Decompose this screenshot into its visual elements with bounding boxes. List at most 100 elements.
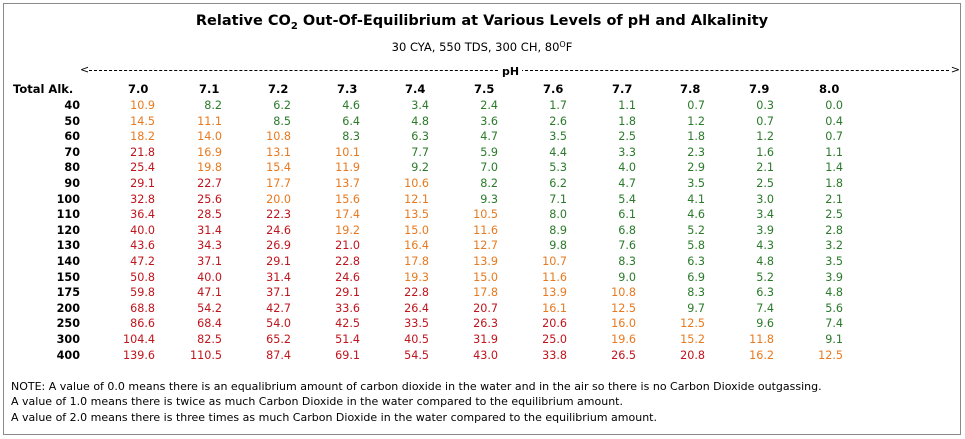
table-cell: 22.7: [197, 176, 222, 190]
ph-column-header: 7.9: [749, 82, 770, 96]
table-cell: 1.2: [687, 114, 705, 128]
table-cell: 1.8: [618, 114, 636, 128]
table-cell: 2.5: [756, 176, 774, 190]
table-cell: 6.8: [618, 223, 636, 237]
arrow-right-icon: >: [950, 63, 960, 76]
table-cell: 50.8: [130, 270, 155, 284]
table-cell: 17.8: [473, 286, 498, 300]
ph-axis-arrow: < >: [4, 64, 960, 78]
table-row: 300 104.4 82.5 65.2 51.4 40.5 31.9 25.0 19.6 15.2…: [4, 332, 960, 348]
table-cell: 0.0: [825, 99, 843, 112]
table-cell: 9.3: [480, 192, 498, 206]
subtitle-degree: O: [559, 40, 566, 49]
table-cell: 47.1: [197, 286, 222, 300]
table-cell: 9.8: [549, 239, 567, 253]
table-cell: 2.3: [687, 145, 705, 159]
table-cell: 19.3: [404, 270, 429, 284]
chart-frame: Relative CO2 Out-Of-Equilibrium at Vario…: [3, 3, 961, 435]
table-cell: 3.9: [756, 223, 774, 237]
ph-column-header: 7.0: [128, 82, 149, 96]
table-row: 100 32.8 25.6 20.0 15.6 12.1 9.3 7.1 5.4 4.1 3.0 2.…: [4, 192, 960, 208]
table-cell: 10.5: [473, 208, 498, 222]
table-cell: 37.1: [197, 254, 222, 268]
table-cell: 4.8: [825, 286, 843, 300]
table-cell: 6.4: [342, 114, 360, 128]
table-cell: 1.2: [756, 130, 774, 144]
table-body: 40 10.9 8.2 6.2 4.6 3.4 2.4 1.7 1.1 0.7 0.3 0.0 50 14…: [4, 98, 960, 363]
table-cell: 10.9: [130, 99, 155, 112]
table-cell: 9.0: [618, 270, 636, 284]
table-cell: 11.6: [473, 223, 498, 237]
table-cell: 5.2: [756, 270, 774, 284]
table-cell: 87.4: [266, 348, 291, 362]
alkalinity-label: 150: [56, 270, 80, 284]
table-cell: 2.5: [825, 208, 843, 222]
table-header: Total Alk. 7.0 7.1 7.2 7.3 7.4 7.5 7.6 7…: [4, 82, 960, 98]
table-cell: 13.1: [266, 145, 291, 159]
table-cell: 1.4: [825, 161, 843, 175]
table-cell: 21.8: [130, 145, 155, 159]
table-cell: 54.0: [266, 317, 291, 331]
alkalinity-label: 200: [56, 301, 80, 315]
table-cell: 6.3: [756, 286, 774, 300]
table-cell: 110.5: [189, 348, 222, 362]
table-cell: 8.9: [549, 223, 567, 237]
table-cell: 6.9: [687, 270, 705, 284]
table-cell: 29.1: [130, 176, 155, 190]
table-row: 40 10.9 8.2 6.2 4.6 3.4 2.4 1.7 1.1 0.7 0.3 0.0: [4, 98, 960, 114]
table-cell: 6.2: [273, 99, 291, 112]
alkalinity-label: 50: [64, 114, 80, 128]
ph-column-header: 7.7: [612, 82, 633, 96]
table-cell: 7.1: [549, 192, 567, 206]
table-cell: 0.7: [756, 114, 774, 128]
title-suffix: Out-Of-Equilibrium at Various Levels of …: [297, 13, 769, 29]
table-cell: 22.8: [404, 286, 429, 300]
table-cell: 12.5: [818, 348, 843, 362]
table-cell: 21.0: [335, 239, 360, 253]
table-row: 140 47.2 37.1 29.1 22.8 17.8 13.9 10.7 8.3 6.3 4.8…: [4, 254, 960, 270]
table-cell: 42.5: [335, 317, 360, 331]
table-row: 50 14.5 11.1 8.5 6.4 4.8 3.6 2.6 1.8 1.2 0.7 0.4: [4, 114, 960, 130]
table-cell: 3.9: [825, 270, 843, 284]
note-line: A value of 2.0 means there is three time…: [11, 410, 657, 424]
table-cell: 68.4: [197, 317, 222, 331]
ph-column-header: 7.1: [199, 82, 220, 96]
table-cell: 0.4: [825, 114, 843, 128]
table-cell: 25.0: [542, 332, 567, 346]
ph-column-header: 8.0: [819, 82, 840, 96]
alkalinity-label: 40: [64, 99, 80, 112]
table-cell: 3.6: [480, 114, 498, 128]
row-header-label: Total Alk.: [13, 82, 74, 96]
table-cell: 54.2: [197, 301, 222, 315]
table-cell: 9.1: [825, 332, 843, 346]
table-cell: 40.0: [197, 270, 222, 284]
table-cell: 16.9: [197, 145, 222, 159]
table-cell: 15.0: [404, 223, 429, 237]
table-cell: 4.3: [756, 239, 774, 253]
table-cell: 1.8: [687, 130, 705, 144]
page-title: Relative CO2 Out-Of-Equilibrium at Vario…: [4, 13, 960, 32]
table-cell: 33.6: [335, 301, 360, 315]
table-row: 80 25.4 19.8 15.4 11.9 9.2 7.0 5.3 4.0 2.9 2.1 1.4: [4, 160, 960, 176]
table-cell: 11.8: [749, 332, 774, 346]
alkalinity-label: 110: [56, 208, 80, 222]
table-cell: 13.9: [542, 286, 567, 300]
ph-column-header: 7.4: [405, 82, 426, 96]
table-cell: 47.2: [130, 254, 155, 268]
table-cell: 8.0: [549, 208, 567, 222]
alkalinity-label: 250: [56, 317, 80, 331]
table-cell: 86.6: [130, 317, 155, 331]
table-row: 110 36.4 28.5 22.3 17.4 13.5 10.5 8.0 6.1 4.6 3.4 2…: [4, 207, 960, 223]
table-cell: 5.4: [618, 192, 636, 206]
table-cell: 25.4: [130, 161, 155, 175]
table-cell: 16.4: [404, 239, 429, 253]
table-cell: 0.3: [756, 99, 774, 112]
table-cell: 36.4: [130, 208, 155, 222]
table-cell: 16.1: [542, 301, 567, 315]
alkalinity-label: 90: [64, 176, 80, 190]
table-cell: 16.2: [749, 348, 774, 362]
table-cell: 5.6: [825, 301, 843, 315]
table-row: 90 29.1 22.7 17.7 13.7 10.6 8.2 6.2 4.7 3.5 2.5 1.8: [4, 176, 960, 192]
table-cell: 14.0: [197, 130, 222, 144]
table-cell: 40.0: [130, 223, 155, 237]
